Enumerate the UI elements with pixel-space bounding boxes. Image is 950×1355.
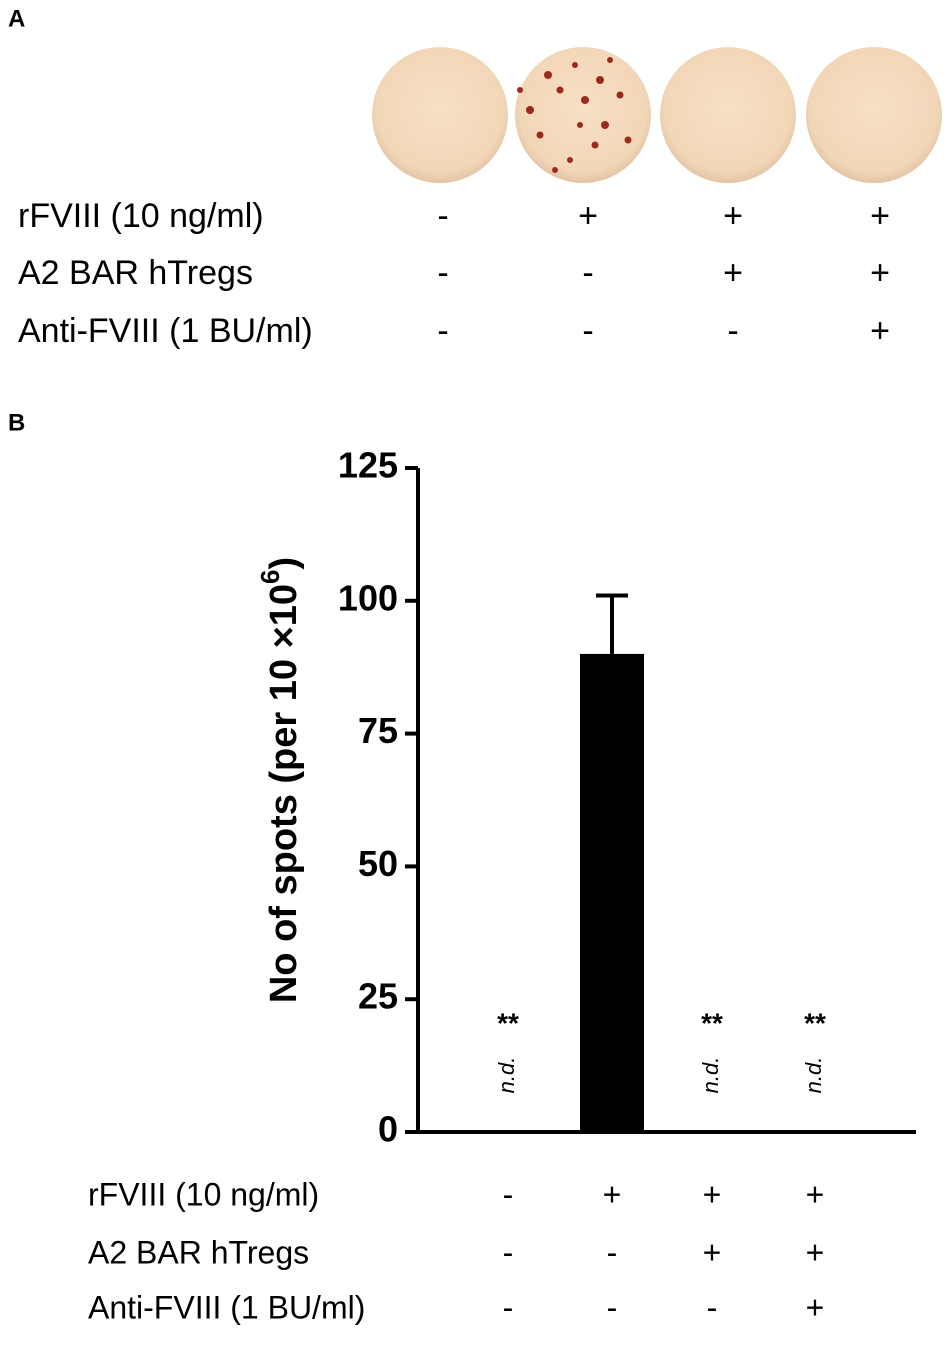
condition-sign: + <box>703 1176 722 1212</box>
condition-sign: + <box>703 1234 722 1270</box>
y-label-end: ) <box>263 557 305 570</box>
well <box>515 47 651 183</box>
wells <box>372 47 942 183</box>
condition-sign: - <box>437 197 448 235</box>
well <box>372 47 508 183</box>
condition-sign: - <box>437 254 448 292</box>
significance: ** <box>804 1007 826 1038</box>
condition-sign: + <box>806 1289 825 1325</box>
condition-sign: + <box>870 254 890 292</box>
y-label-text: No of spots (per 10 ×10 <box>263 584 305 1003</box>
condition-sign: - <box>503 1176 514 1212</box>
condition-sign: + <box>578 197 598 235</box>
value-label: n.d. <box>494 1057 519 1094</box>
condition-label: A2 BAR hTregs <box>88 1234 309 1270</box>
condition-label: rFVIII (10 ng/ml) <box>18 197 264 235</box>
condition-sign: - <box>582 312 593 350</box>
y-tick-label: 75 <box>358 710 398 751</box>
condition-label: Anti-FVIII (1 BU/ml) <box>18 312 313 350</box>
condition-sign: + <box>723 254 743 292</box>
condition-sign: - <box>503 1289 514 1325</box>
condition-sign: + <box>603 1176 622 1212</box>
condition-label: Anti-FVIII (1 BU/ml) <box>88 1289 365 1325</box>
significance: ** <box>701 1007 723 1038</box>
condition-sign: - <box>437 312 448 350</box>
condition-sign: - <box>582 254 593 292</box>
y-label-sup: 6 <box>255 570 285 584</box>
spots <box>517 57 632 173</box>
condition-sign: + <box>870 312 890 350</box>
value-label: n.d. <box>698 1057 723 1094</box>
condition-label: rFVIII (10 ng/ml) <box>88 1176 319 1212</box>
condition-sign: - <box>503 1234 514 1270</box>
condition-sign: - <box>607 1289 618 1325</box>
condition-sign: + <box>723 197 743 235</box>
y-tick-label: 100 <box>338 577 398 618</box>
condition-sign: + <box>806 1176 825 1212</box>
well <box>806 47 942 183</box>
condition-sign: - <box>707 1289 718 1325</box>
panel-label: A <box>8 5 25 32</box>
y-tick-label: 50 <box>358 843 398 884</box>
y-tick-label: 0 <box>378 1109 398 1150</box>
bar <box>580 653 644 1132</box>
y-tick-label: 25 <box>358 976 398 1017</box>
condition-sign: + <box>870 197 890 235</box>
condition-label: A2 BAR hTregs <box>18 254 253 292</box>
well <box>660 47 796 183</box>
panel-label: B <box>8 409 25 436</box>
condition-sign: - <box>607 1234 618 1270</box>
significance: ** <box>497 1007 519 1038</box>
value-label: n.d. <box>801 1057 826 1094</box>
y-axis-label: No of spots (per 10 ×106) <box>255 557 305 1003</box>
condition-sign: + <box>806 1234 825 1270</box>
y-tick-label: 125 <box>338 445 398 486</box>
condition-sign: - <box>727 312 738 350</box>
